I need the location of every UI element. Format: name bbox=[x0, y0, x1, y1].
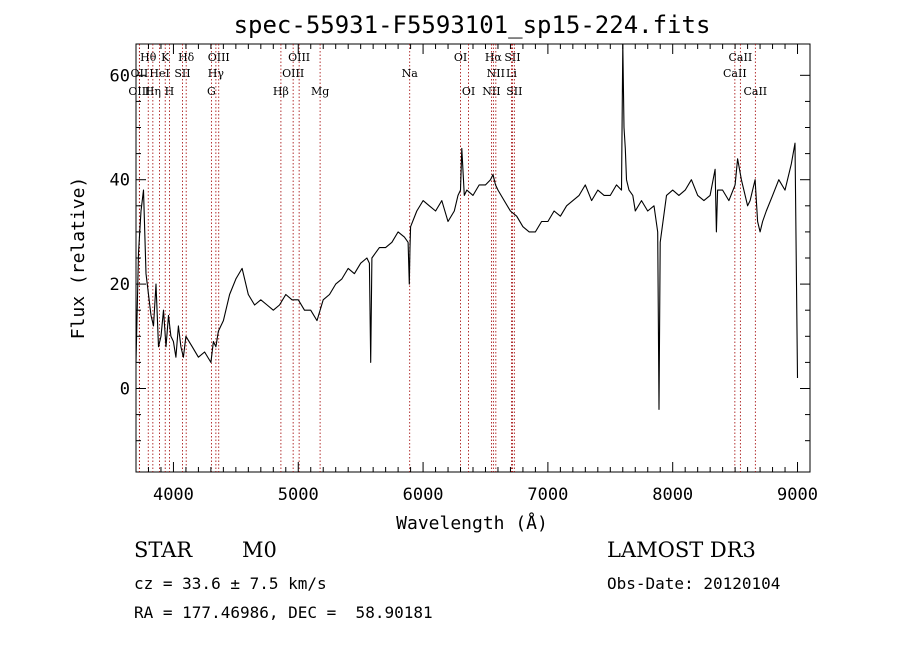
marker-label: Hδ bbox=[178, 51, 195, 64]
object-class: STAR bbox=[134, 538, 193, 562]
marker-label: Hγ bbox=[208, 67, 225, 80]
marker-label: SII bbox=[504, 51, 520, 64]
y-tick-label: 0 bbox=[120, 379, 130, 399]
spectrum-line bbox=[135, 43, 799, 410]
redshift-cz: cz = 33.6 ± 7.5 km/s bbox=[134, 574, 327, 593]
x-tick-label: 4000 bbox=[153, 485, 194, 505]
observation-date: Obs-Date: 20120104 bbox=[607, 574, 781, 593]
marker-label: OIII bbox=[282, 67, 304, 80]
coordinates: RA = 177.46986, DEC = 58.90181 bbox=[134, 603, 433, 622]
survey-name: LAMOST DR3 bbox=[607, 538, 756, 562]
marker-label: OIII bbox=[208, 51, 230, 64]
marker-label: SII bbox=[174, 67, 190, 80]
marker-label: Li bbox=[506, 67, 517, 80]
marker-label: G bbox=[207, 85, 216, 98]
y-tick-label: 20 bbox=[110, 275, 130, 295]
marker-label: NII bbox=[482, 85, 500, 98]
marker-label: OI bbox=[462, 85, 475, 98]
y-axis-label: Flux (relative) bbox=[68, 177, 89, 340]
x-tick-label: 8000 bbox=[652, 485, 693, 505]
x-tick-label: 9000 bbox=[777, 485, 818, 505]
spectrum-series bbox=[135, 43, 799, 410]
marker-label: CaII bbox=[743, 85, 767, 98]
marker-label: Na bbox=[402, 67, 419, 80]
y-tick-label: 40 bbox=[110, 171, 130, 191]
marker-label: K bbox=[161, 51, 170, 64]
marker-label: CaII bbox=[723, 67, 747, 80]
marker-label: H bbox=[165, 85, 175, 98]
plot-frame bbox=[135, 43, 811, 473]
x-tick-label: 6000 bbox=[403, 485, 444, 505]
marker-label: Hα bbox=[485, 51, 503, 64]
chart-title: spec-55931-F5593101_sp15-224.fits bbox=[234, 11, 711, 39]
marker-label: OIII bbox=[288, 51, 310, 64]
marker-label: OIII bbox=[128, 85, 150, 98]
marker-label: NII bbox=[487, 67, 505, 80]
marker-label: Mg bbox=[311, 85, 329, 98]
x-tick-label: 5000 bbox=[278, 485, 319, 505]
marker-label: SII bbox=[506, 85, 522, 98]
marker-label: HeI bbox=[149, 67, 169, 80]
marker-label: Hη bbox=[145, 85, 161, 98]
marker-label: OI bbox=[454, 51, 467, 64]
y-tick-label: 60 bbox=[110, 66, 130, 86]
x-axis-label: Wavelength (Å) bbox=[396, 512, 548, 534]
marker-label: Hβ bbox=[273, 85, 289, 98]
marker-label: Hθ bbox=[140, 51, 157, 64]
object-subclass: M0 bbox=[242, 538, 277, 562]
marker-label: CaII bbox=[729, 51, 753, 64]
x-tick-label: 7000 bbox=[527, 485, 568, 505]
axis-ticks: 4000 5000 6000 7000 8000 9000 0 20 40 60 bbox=[110, 44, 818, 505]
